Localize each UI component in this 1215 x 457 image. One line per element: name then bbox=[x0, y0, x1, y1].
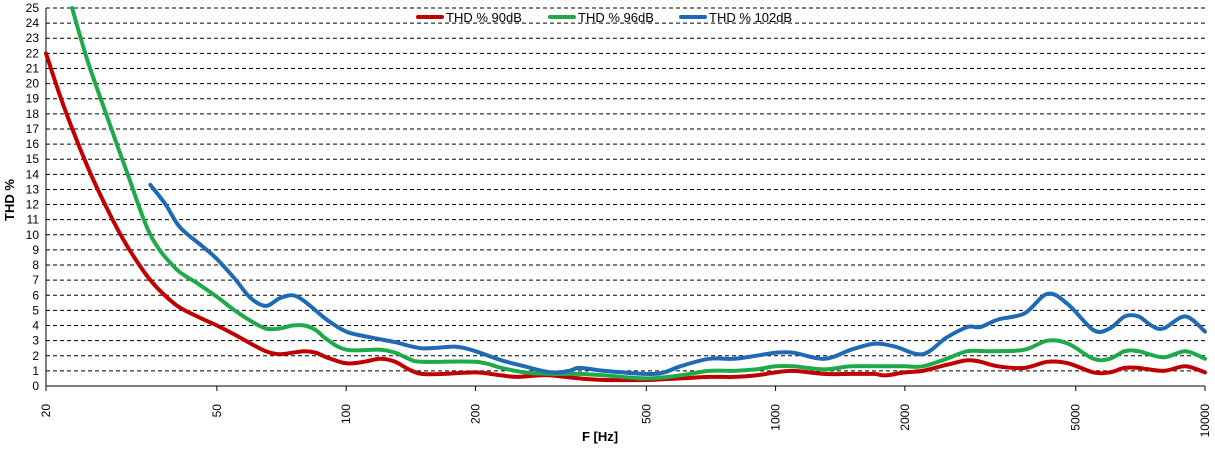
y-tick-label: 18 bbox=[26, 107, 40, 121]
y-tick-label: 19 bbox=[26, 92, 40, 106]
y-tick-label: 6 bbox=[32, 288, 39, 302]
y-tick-label: 23 bbox=[26, 31, 40, 45]
x-tick-label: 1000 bbox=[769, 404, 783, 431]
legend-label: THD % 96dB bbox=[578, 10, 654, 25]
y-tick-label: 2 bbox=[32, 349, 39, 363]
x-tick-label: 2000 bbox=[898, 404, 912, 431]
x-tick-label: 20 bbox=[39, 404, 53, 418]
y-tick-label: 24 bbox=[26, 16, 40, 30]
x-tick-label: 5000 bbox=[1069, 404, 1083, 431]
series-line-2 bbox=[70, 6, 1207, 381]
y-tick-label: 25 bbox=[26, 1, 40, 15]
series-line-1 bbox=[44, 51, 1207, 383]
x-tick-label: 50 bbox=[210, 404, 224, 418]
y-tick-label: 9 bbox=[32, 243, 39, 257]
y-axis-ticks: 0123456789101112131415161718192021222324… bbox=[26, 1, 40, 393]
x-axis-title: F [Hz] bbox=[582, 429, 618, 444]
y-tick-label: 13 bbox=[26, 182, 40, 196]
y-tick-label: 1 bbox=[32, 364, 39, 378]
x-tick-label: 200 bbox=[468, 404, 482, 424]
y-tick-label: 3 bbox=[32, 334, 39, 348]
y-tick-label: 10 bbox=[26, 228, 40, 242]
axes bbox=[45, 8, 1205, 387]
y-axis-title: THD % bbox=[2, 179, 17, 221]
y-tick-label: 5 bbox=[32, 303, 39, 317]
y-tick-label: 15 bbox=[26, 152, 40, 166]
y-tick-label: 21 bbox=[26, 61, 40, 75]
y-tick-label: 16 bbox=[26, 137, 40, 151]
y-tick-label: 17 bbox=[26, 122, 40, 136]
grid-lines bbox=[46, 7, 1205, 372]
y-tick-label: 8 bbox=[32, 258, 39, 272]
series-lines bbox=[44, 6, 1207, 383]
y-tick-label: 11 bbox=[27, 213, 40, 227]
legend-label: THD % 90dB bbox=[446, 10, 522, 25]
x-tick-label: 500 bbox=[639, 404, 653, 424]
y-tick-label: 7 bbox=[32, 273, 39, 287]
y-tick-label: 4 bbox=[32, 319, 39, 333]
y-tick-label: 12 bbox=[26, 198, 40, 212]
legend: THD % 90dB THD % 96dB THD % 102dB bbox=[416, 10, 792, 25]
x-tick-label: 10000 bbox=[1198, 404, 1212, 438]
y-tick-label: 22 bbox=[26, 46, 40, 60]
y-tick-label: 14 bbox=[26, 167, 40, 181]
x-tick-label: 100 bbox=[339, 404, 353, 424]
y-tick-label: 0 bbox=[32, 379, 39, 393]
series-line-3 bbox=[148, 182, 1207, 376]
x-axis-ticks: 20 50 100 200 500 1000 2000 5000 10000 bbox=[39, 386, 1212, 437]
legend-label: THD % 102dB bbox=[709, 10, 792, 25]
y-tick-label: 20 bbox=[26, 77, 40, 91]
